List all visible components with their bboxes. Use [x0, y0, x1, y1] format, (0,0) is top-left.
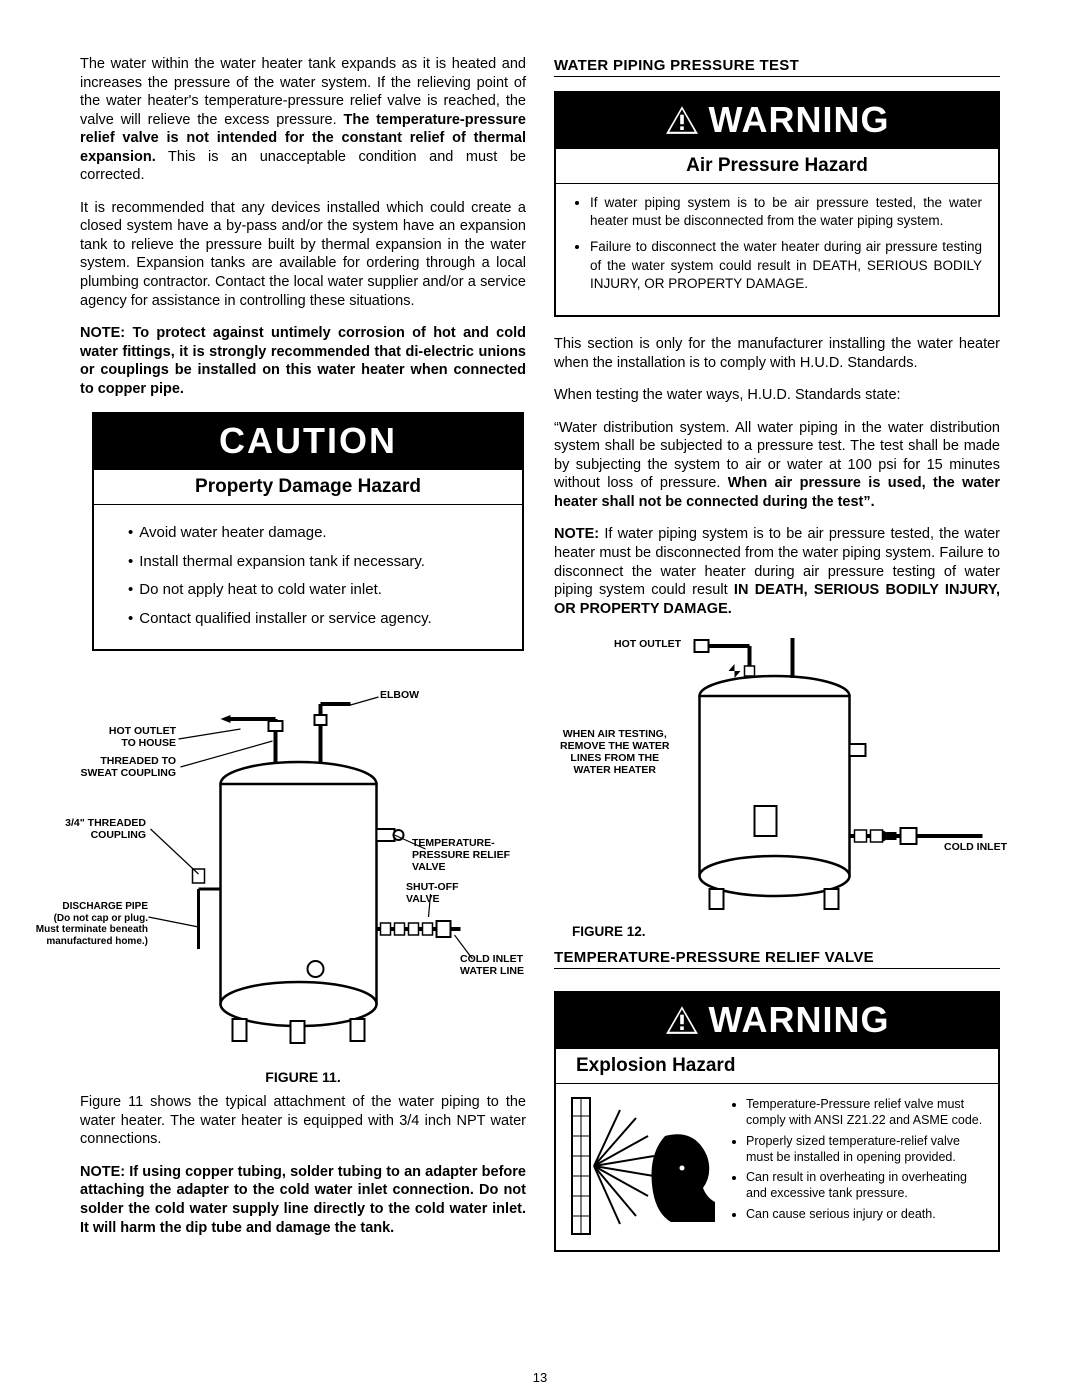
warn1-head: WARNING: [556, 93, 998, 149]
warn2-title: WARNING: [709, 999, 890, 1041]
warn1-body: If water piping system is to be air pres…: [556, 184, 998, 315]
warn2-list: Temperature-Pressure relief valve must c…: [730, 1096, 984, 1236]
warning-explosion: WARNING Explosion Hazard: [554, 991, 1000, 1252]
left-p3: NOTE: To protect against untimely corros…: [80, 324, 526, 398]
fig11-lbl-tpr: TEMPERATURE- PRESSURE RELIEF VALVE: [412, 837, 510, 873]
left-p4: Figure 11 shows the typical attachment o…: [80, 1093, 526, 1149]
fig12-caption: FIGURE 12.: [572, 924, 1000, 939]
left-column: The water within the water heater tank e…: [80, 55, 526, 1270]
caution-body: •Avoid water heater damage. •Install the…: [94, 505, 522, 649]
left-p5: NOTE: If using copper tubing, solder tub…: [80, 1163, 526, 1237]
left-p2: It is recommended that any devices insta…: [80, 199, 526, 310]
warn2-head: WARNING: [556, 993, 998, 1049]
warn2-item-0: Temperature-Pressure relief valve must c…: [746, 1096, 984, 1129]
figure-11-diagram: ELBOW HOT OUTLET TO HOUSE THREADED TO SW…: [80, 669, 526, 1059]
section-tpr: TEMPERATURE-PRESSURE RELIEF VALVE: [554, 949, 1000, 969]
right-p2: When testing the water ways, H.U.D. Stan…: [554, 386, 1000, 405]
fig11-lbl-threaded: THREADED TO SWEAT COUPLING: [81, 755, 176, 779]
fig11-lbl-elbow: ELBOW: [380, 689, 419, 701]
caution-title: CAUTION: [219, 420, 397, 462]
right-p3: “Water distribution system. All water pi…: [554, 419, 1000, 512]
warn1-sub: Air Pressure Hazard: [556, 149, 998, 184]
section-water-piping: WATER PIPING PRESSURE TEST: [554, 57, 1000, 77]
fig11-lbl-coupling: 3/4" THREADED COUPLING: [65, 817, 146, 841]
right-column: WATER PIPING PRESSURE TEST WARNING Air P…: [554, 55, 1000, 1270]
fig11-lbl-hotoutlet: HOT OUTLET TO HOUSE: [109, 725, 176, 749]
warn1-item-1: Failure to disconnect the water heater d…: [590, 238, 982, 293]
warn1-item-0: If water piping system is to be air pres…: [590, 194, 982, 230]
alert-icon: [665, 1005, 699, 1035]
fig12-lbl-airtest: WHEN AIR TESTING, REMOVE THE WATER LINES…: [560, 728, 669, 776]
caution-item-3: Contact qualified installer or service a…: [139, 605, 431, 634]
left-p3a: NOTE:: [80, 325, 132, 341]
left-p5b: If using copper tubing, solder tubing to…: [80, 1164, 526, 1236]
caution-subhead: Property Damage Hazard: [94, 470, 522, 505]
fig12-lbl-hot: HOT OUTLET: [614, 638, 681, 650]
left-p3b: To protect against untimely corrosion of…: [80, 325, 526, 397]
fig11-lbl-discharge: DISCHARGE PIPE (Do not cap or plug. Must…: [36, 901, 148, 947]
warn1-title: WARNING: [709, 99, 890, 141]
left-p5a: NOTE:: [80, 1164, 129, 1180]
alert-icon: [665, 105, 699, 135]
caution-item-2: Do not apply heat to cold water inlet.: [139, 576, 382, 605]
right-p1: This section is only for the manufacture…: [554, 335, 1000, 372]
warn2-sub: Explosion Hazard: [556, 1049, 998, 1084]
warning-air-pressure: WARNING Air Pressure Hazard If water pip…: [554, 91, 1000, 317]
left-p1: The water within the water heater tank e…: [80, 55, 526, 185]
caution-header: CAUTION: [94, 414, 522, 470]
caution-item-0: Avoid water heater damage.: [139, 519, 326, 548]
warn2-item-3: Can cause serious injury or death.: [746, 1206, 984, 1222]
warn2-item-1: Properly sized temperature-relief valve …: [746, 1133, 984, 1166]
warn2-body: Temperature-Pressure relief valve must c…: [556, 1084, 998, 1250]
page-number: 13: [0, 1370, 1080, 1385]
right-p4: NOTE: If water piping system is to be ai…: [554, 525, 1000, 618]
warn2-item-2: Can result in overheating in overheating…: [746, 1169, 984, 1202]
caution-item-1: Install thermal expansion tank if necess…: [139, 548, 425, 577]
fig11-lbl-coldinlet: COLD INLET WATER LINE: [460, 953, 524, 977]
fig11-lbl-shutoff: SHUT-OFF VALVE: [406, 881, 459, 905]
fig12-lbl-cold: COLD INLET: [944, 841, 1007, 853]
fig11-caption: FIGURE 11.: [80, 1069, 526, 1085]
explosion-icon: [570, 1096, 720, 1236]
figure-12-diagram: HOT OUTLET WHEN AIR TESTING, REMOVE THE …: [554, 636, 1000, 916]
right-p4a: NOTE:: [554, 526, 604, 542]
caution-box: CAUTION Property Damage Hazard •Avoid wa…: [92, 412, 524, 651]
